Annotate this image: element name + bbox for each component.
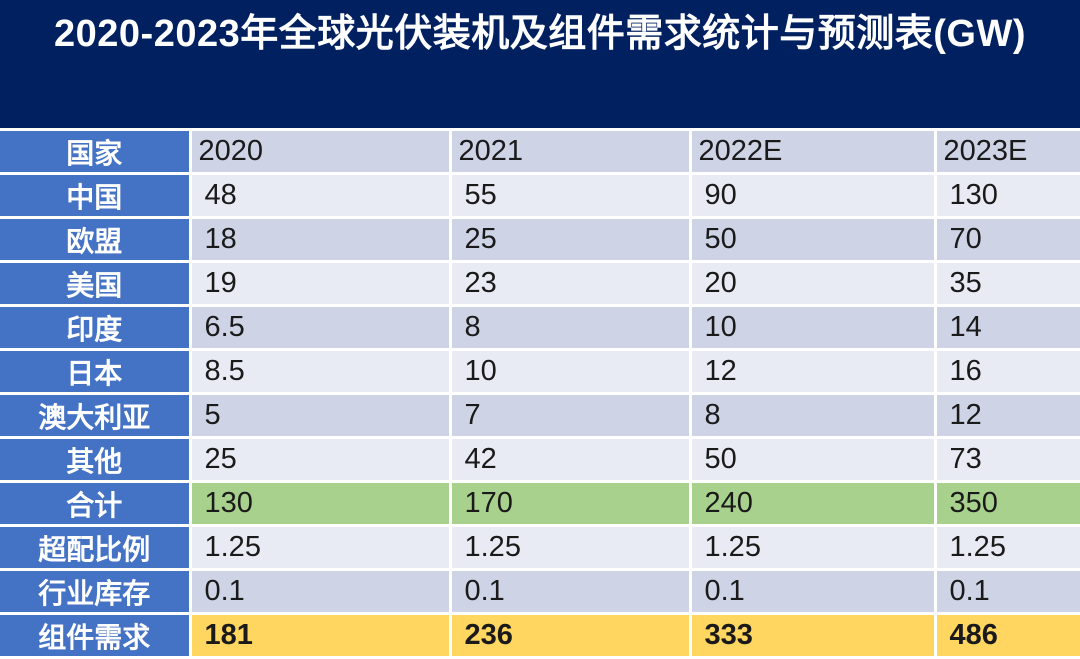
row-label: 超配比例 <box>0 524 192 571</box>
table-row-india: 印度 6.5 8 10 14 <box>0 304 1080 351</box>
row-label: 欧盟 <box>0 216 192 263</box>
row-label: 澳大利亚 <box>0 392 192 439</box>
cell-value: 8.5 <box>188 348 452 395</box>
cell-value: 73 <box>933 436 1080 483</box>
cell-value: 0.1 <box>188 568 452 615</box>
cell-value: 20 <box>688 260 937 307</box>
cell-value: 50 <box>688 216 937 263</box>
cell-value: 55 <box>448 172 692 219</box>
cell-value: 1.25 <box>688 524 937 571</box>
cell-value: 10 <box>688 304 937 351</box>
cell-value: 350 <box>933 480 1080 527</box>
pv-demand-table: 国家 2020 2021 2022E 2023E 中国 48 55 90 130… <box>0 128 1080 659</box>
cell-value: 1.25 <box>188 524 452 571</box>
cell-value: 181 <box>188 612 452 659</box>
cell-value: 48 <box>188 172 452 219</box>
cell-value: 25 <box>448 216 692 263</box>
cell-value: 130 <box>188 480 452 527</box>
cell-value: 0.1 <box>688 568 937 615</box>
cell-value: 486 <box>933 612 1080 659</box>
header-year-2023e: 2023E <box>933 128 1080 175</box>
header-country-label: 国家 <box>0 128 192 175</box>
table-row-japan: 日本 8.5 10 12 16 <box>0 348 1080 395</box>
cell-value: 170 <box>448 480 692 527</box>
row-label: 行业库存 <box>0 568 192 615</box>
cell-value: 23 <box>448 260 692 307</box>
table-row-china: 中国 48 55 90 130 <box>0 172 1080 219</box>
cell-value: 1.25 <box>933 524 1080 571</box>
cell-value: 12 <box>933 392 1080 439</box>
cell-value: 1.25 <box>448 524 692 571</box>
cell-value: 12 <box>688 348 937 395</box>
cell-value: 35 <box>933 260 1080 307</box>
cell-value: 6.5 <box>188 304 452 351</box>
cell-value: 16 <box>933 348 1080 395</box>
cell-value: 10 <box>448 348 692 395</box>
cell-value: 236 <box>448 612 692 659</box>
header-year-2022e: 2022E <box>688 128 937 175</box>
table-row-others: 其他 25 42 50 73 <box>0 436 1080 483</box>
cell-value: 50 <box>688 436 937 483</box>
header-year-2020: 2020 <box>188 128 452 175</box>
row-label: 日本 <box>0 348 192 395</box>
cell-value: 19 <box>188 260 452 307</box>
table-header-row: 国家 2020 2021 2022E 2023E <box>0 128 1080 175</box>
cell-value: 8 <box>448 304 692 351</box>
cell-value: 0.1 <box>448 568 692 615</box>
table-row-overprovision-ratio: 超配比例 1.25 1.25 1.25 1.25 <box>0 524 1080 571</box>
page-title: 2020-2023年全球光伏装机及组件需求统计与预测表(GW) <box>54 13 1026 55</box>
cell-value: 240 <box>688 480 937 527</box>
row-label: 合计 <box>0 480 192 527</box>
cell-value: 18 <box>188 216 452 263</box>
cell-value: 7 <box>448 392 692 439</box>
table-row-eu: 欧盟 18 25 50 70 <box>0 216 1080 263</box>
cell-value: 8 <box>688 392 937 439</box>
cell-value: 333 <box>688 612 937 659</box>
cell-value: 0.1 <box>933 568 1080 615</box>
table-row-australia: 澳大利亚 5 7 8 12 <box>0 392 1080 439</box>
table-row-usa: 美国 19 23 20 35 <box>0 260 1080 307</box>
cell-value: 14 <box>933 304 1080 351</box>
table-row-industry-inventory: 行业库存 0.1 0.1 0.1 0.1 <box>0 568 1080 615</box>
cell-value: 130 <box>933 172 1080 219</box>
cell-value: 90 <box>688 172 937 219</box>
row-label: 印度 <box>0 304 192 351</box>
row-label: 其他 <box>0 436 192 483</box>
cell-value: 70 <box>933 216 1080 263</box>
cell-value: 5 <box>188 392 452 439</box>
row-label: 中国 <box>0 172 192 219</box>
table-row-module-demand: 组件需求 181 236 333 486 <box>0 612 1080 659</box>
cell-value: 42 <box>448 436 692 483</box>
row-label: 美国 <box>0 260 192 307</box>
cell-value: 25 <box>188 436 452 483</box>
row-label: 组件需求 <box>0 612 192 659</box>
header-year-2021: 2021 <box>448 128 692 175</box>
table-row-total: 合计 130 170 240 350 <box>0 480 1080 527</box>
title-band: 2020-2023年全球光伏装机及组件需求统计与预测表(GW) <box>0 0 1080 128</box>
